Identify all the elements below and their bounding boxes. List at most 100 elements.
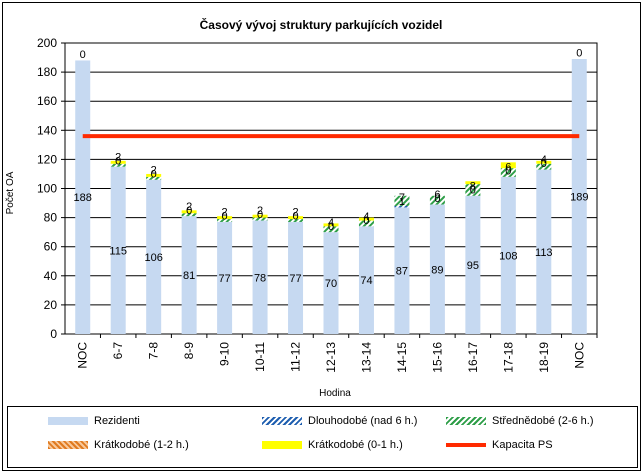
legend-item-rezidenti: Rezidenti [48, 415, 140, 427]
data-label: 8 [470, 180, 476, 192]
bar-segment [500, 162, 516, 169]
x-tick-label: 11-12 [289, 342, 303, 372]
bar-segment [110, 166, 126, 334]
x-tick-label: 15-16 [430, 342, 444, 373]
data-label: 6 [505, 161, 511, 173]
data-label: 0 [115, 155, 121, 167]
data-label: 2 [257, 205, 263, 217]
x-tick-label: 17-18 [501, 342, 515, 373]
bar-segment [323, 226, 339, 233]
data-label: 108 [499, 250, 517, 262]
x-tick-labels: NOC 6-7 7-8 8-9 9-10 10-11 11-12 12-13 13-14 14-1… [76, 342, 587, 373]
bar-segment [394, 205, 410, 208]
data-label: 78 [254, 272, 266, 284]
data-label: 0 [505, 165, 511, 177]
bar-segment [571, 59, 587, 334]
data-label: 95 [467, 260, 479, 272]
bar-segment [288, 219, 304, 222]
legend-label: Střednědobé (2-6 h.) [492, 415, 594, 427]
data-label: 0 [80, 49, 86, 61]
legend-item-kapacita: Kapacita PS [446, 439, 553, 451]
bar-segment [288, 216, 304, 220]
x-tick-label: 16-17 [466, 342, 480, 373]
data-label: 4 [541, 154, 547, 166]
bar-segment [536, 160, 552, 164]
data-label: 2 [222, 207, 228, 219]
y-tick-label: 0 [50, 327, 57, 341]
y-tick-label: 80 [44, 211, 58, 225]
y-tick-label: 180 [37, 65, 57, 79]
data-label: 115 [109, 245, 127, 257]
data-label: 0 [576, 48, 582, 60]
legend-item-strednedobe: Střednědobé (2-6 h.) [446, 415, 594, 427]
legend-label: Dlouhodobé (nad 6 h.) [308, 415, 418, 427]
bar-segment [394, 207, 410, 334]
data-label: 113 [535, 247, 553, 259]
y-tick-label: 120 [37, 152, 57, 166]
y-tick-label: 140 [37, 123, 57, 137]
data-label: 89 [431, 264, 443, 276]
data-label: 0 [222, 211, 228, 223]
bar-segment [217, 219, 233, 222]
data-label: 87 [396, 266, 408, 278]
legend-swatch [446, 443, 486, 447]
data-label: 0 [470, 184, 476, 196]
x-tick-label: 7-8 [147, 342, 161, 360]
data-label: 0 [257, 209, 263, 221]
y-tick-label: 200 [37, 36, 57, 50]
bar-segment [536, 163, 552, 170]
data-label: 6 [434, 189, 440, 201]
bar-segment [146, 176, 162, 180]
y-tick-label: 40 [44, 269, 58, 283]
y-axis-label: Počet OA [5, 171, 16, 214]
bar-segment [323, 232, 339, 334]
bars [75, 59, 587, 335]
bar-segment [465, 181, 481, 185]
legend: Rezidenti Dlouhodobé (nad 6 h.) Středněd… [7, 406, 638, 468]
data-label: 77 [289, 273, 301, 285]
data-label: 2 [186, 201, 192, 213]
data-label: 74 [360, 275, 372, 287]
x-tick-label: 9-10 [218, 342, 232, 366]
data-label: 0 [292, 211, 298, 223]
y-tick-label: 100 [37, 182, 57, 196]
legend-label: Rezidenti [94, 415, 140, 427]
data-label: 1 [399, 196, 405, 208]
data-label: 77 [218, 273, 230, 285]
bar-segment [358, 217, 374, 221]
data-label: 0 [363, 215, 369, 227]
x-tick-label: 8-9 [182, 342, 196, 360]
data-label: 0 [434, 193, 440, 205]
x-tick-label: 18-19 [537, 342, 551, 373]
chart-svg: Časový vývoj struktury parkujících vozid… [5, 17, 598, 399]
data-label: 189 [570, 192, 588, 204]
bar-segment [465, 184, 481, 196]
data-label: 81 [183, 270, 195, 282]
data-label: 4 [328, 217, 334, 229]
bar-segment [217, 216, 233, 220]
x-tick-label: 13-14 [359, 342, 373, 373]
bar-segment [358, 220, 374, 227]
bar-segment [465, 195, 481, 334]
legend-item-dlouhodobe: Dlouhodobé (nad 6 h.) [262, 415, 417, 427]
bar-segment [75, 60, 91, 335]
bar-segment [217, 221, 233, 334]
legend-item-kratkodobe-1-2: Krátkodobé (1-2 h.) [48, 439, 189, 451]
data-label: 2 [115, 151, 121, 163]
bar-segment [288, 221, 304, 334]
legend-swatch [262, 441, 302, 449]
bar-segment [394, 195, 410, 206]
chart-title: Časový vývoj struktury parkujících vozid… [200, 17, 443, 32]
bar-segment [146, 179, 162, 334]
y-tick-label: 60 [44, 240, 58, 254]
bar-segment [429, 204, 445, 334]
bar-segment [181, 216, 197, 334]
data-label: 0 [151, 168, 157, 180]
legend-swatch [446, 417, 486, 425]
data-label: 188 [74, 192, 92, 204]
legend-swatch [262, 417, 302, 425]
data-label: 4 [363, 211, 369, 223]
bar-segment [500, 168, 516, 177]
data-label: 0 [328, 221, 334, 233]
